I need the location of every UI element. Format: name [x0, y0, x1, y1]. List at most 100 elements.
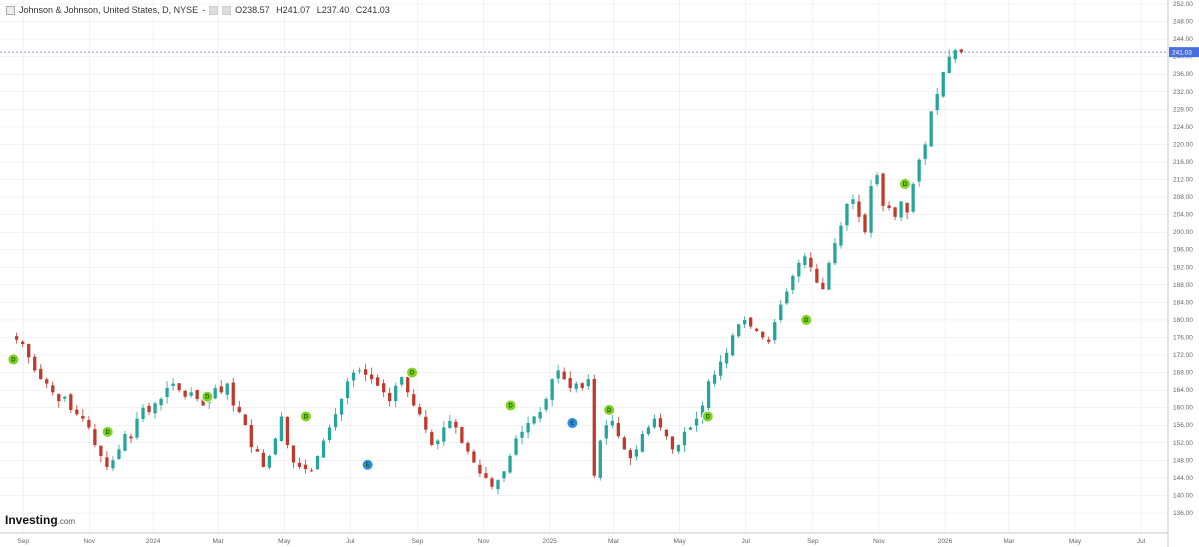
dividend-marker[interactable]: D	[504, 399, 517, 412]
candle-body	[664, 429, 669, 437]
candle-body	[604, 425, 608, 439]
marker-circle	[701, 410, 714, 423]
marker-label: D	[706, 414, 711, 420]
dividend-marker[interactable]: D	[603, 403, 616, 416]
x-tick-label: Mar	[213, 538, 225, 545]
candle-body	[249, 425, 253, 448]
candle-body	[899, 201, 903, 218]
candle-body	[357, 370, 362, 372]
candle-body	[863, 214, 867, 233]
candle-body	[568, 378, 572, 388]
dividend-marker[interactable]: D	[898, 177, 911, 190]
collapse-icon[interactable]	[6, 5, 15, 15]
chart-header: Johnson & Johnson, United States, D, NYS…	[6, 5, 394, 15]
candle-body	[51, 385, 55, 393]
candle-body	[532, 416, 536, 424]
candle-body	[869, 186, 873, 233]
candle-body	[195, 389, 199, 399]
marker-circle	[566, 417, 579, 430]
logo-main: Investing	[5, 513, 58, 527]
candle-body	[815, 268, 819, 283]
y-tick-label: 168.00	[1173, 370, 1193, 377]
dividend-marker[interactable]: D	[701, 410, 714, 423]
marker-circle	[800, 313, 813, 326]
dividend-marker[interactable]: D	[7, 353, 20, 366]
candle-body	[508, 455, 512, 473]
dividend-marker[interactable]: D	[299, 410, 312, 423]
candle-body	[21, 341, 25, 345]
earnings-marker[interactable]: E	[361, 458, 374, 471]
candle-body	[616, 423, 620, 437]
candle-body	[237, 406, 241, 413]
candle-body	[622, 437, 626, 450]
y-tick-label: 236.00	[1173, 71, 1193, 78]
candle-body	[243, 414, 247, 426]
y-tick-label: 224.00	[1173, 124, 1193, 131]
marker-label: D	[11, 357, 16, 363]
candle-body	[628, 450, 632, 459]
eye-icon[interactable]	[222, 5, 232, 15]
marker-label: D	[903, 182, 908, 188]
marker-circle	[898, 177, 911, 190]
y-tick-label: 140.00	[1173, 492, 1193, 499]
dividend-marker[interactable]: D	[101, 425, 114, 438]
x-tick-label: Jul	[1137, 538, 1146, 545]
x-tick-label: Nov	[83, 538, 95, 545]
candle-body	[688, 427, 693, 430]
candle-body	[923, 144, 927, 160]
marker-label: E	[366, 463, 370, 469]
candle-body	[406, 377, 410, 393]
candle-body	[538, 412, 542, 419]
candle-body	[201, 398, 205, 406]
candle-body	[809, 257, 813, 268]
candle-body	[339, 398, 344, 415]
earnings-marker[interactable]: E	[566, 417, 579, 430]
candle-body	[893, 207, 897, 217]
settings-icon[interactable]	[209, 5, 219, 15]
candle-body	[496, 480, 500, 490]
candle-body	[839, 225, 843, 246]
candle-body	[911, 183, 915, 212]
y-tick-label: 252.00	[1173, 1, 1193, 8]
candle-body	[363, 369, 368, 375]
candle-body	[424, 416, 428, 430]
x-tick-label: Jul	[742, 538, 751, 545]
candle-body	[718, 361, 723, 376]
candle-body	[658, 418, 663, 428]
last-price-label: 241.03	[1169, 47, 1199, 58]
marker-label: D	[804, 318, 809, 324]
candle-body	[123, 434, 127, 451]
marker-label: E	[570, 421, 574, 427]
dividend-marker[interactable]: D	[800, 313, 813, 326]
y-tick-label: 248.00	[1173, 19, 1193, 26]
candle-body	[57, 394, 61, 402]
candle-body	[394, 385, 398, 402]
candle-body	[321, 440, 326, 458]
candle-body	[400, 376, 404, 385]
y-tick-label: 196.00	[1173, 247, 1193, 254]
candle-body	[700, 405, 705, 418]
candle-body	[851, 199, 855, 205]
candle-body	[376, 377, 380, 386]
x-tick-label: 2025	[542, 538, 557, 545]
candle-body	[351, 372, 356, 381]
candle-body	[953, 50, 957, 60]
candle-body	[917, 159, 921, 182]
dividend-marker[interactable]: D	[406, 366, 419, 379]
dividend-marker[interactable]: D	[201, 390, 214, 403]
marker-circle	[201, 390, 214, 403]
marker-label: D	[105, 430, 110, 436]
candle-body	[309, 470, 314, 472]
x-tick-label: Mar	[608, 538, 620, 545]
candle-body	[111, 460, 115, 469]
candle-body	[694, 418, 699, 426]
symbol-title: Johnson & Johnson, United States, D, NYS…	[19, 5, 199, 15]
candle-body	[75, 409, 79, 415]
candle-body	[472, 451, 476, 463]
candle-body	[574, 383, 578, 389]
chart-grid	[0, 0, 1168, 533]
candle-body	[562, 371, 566, 380]
candle-body	[333, 414, 338, 428]
candle-body	[81, 416, 85, 419]
